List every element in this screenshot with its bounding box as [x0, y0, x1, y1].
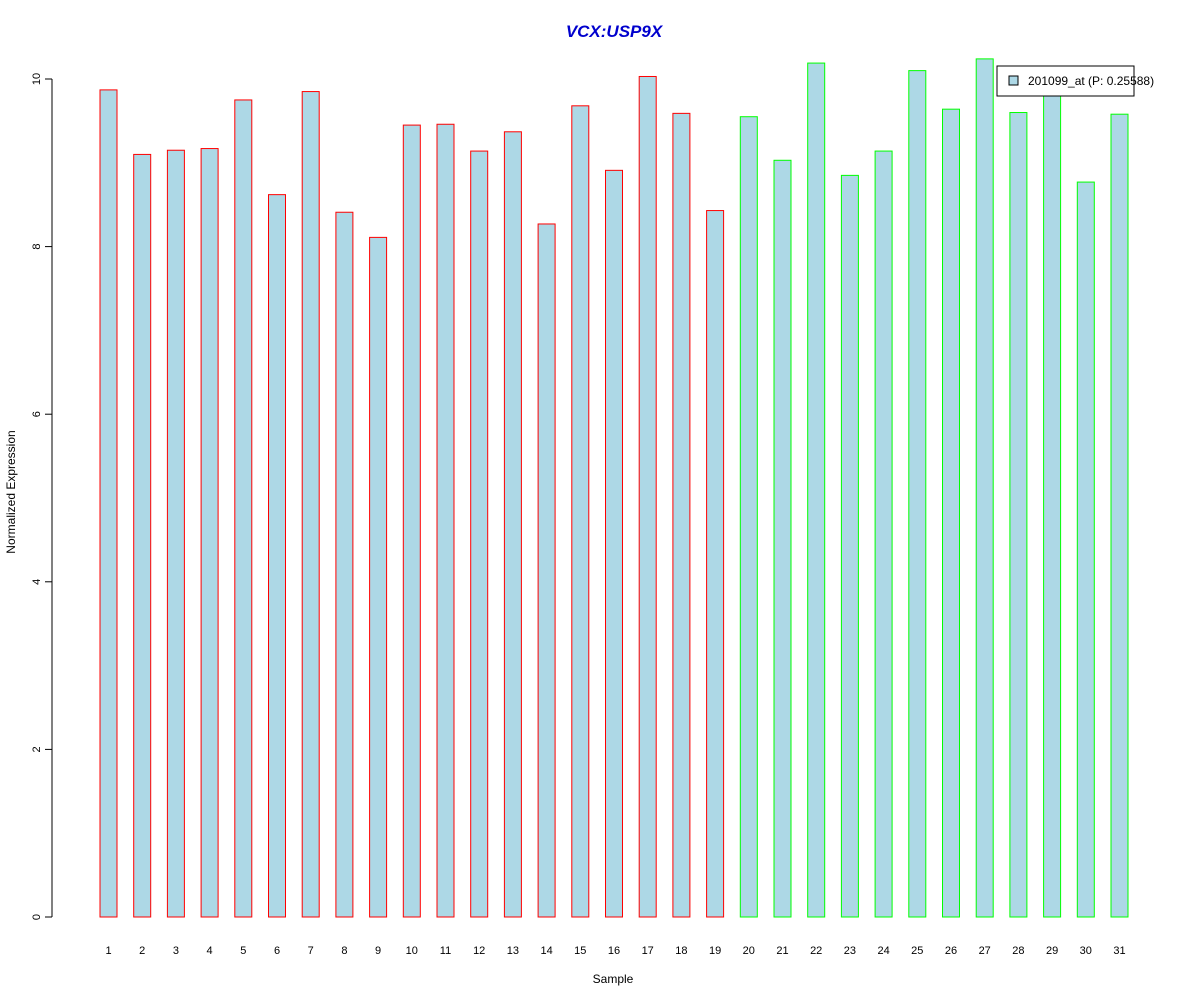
x-tick-label: 8 — [341, 945, 347, 957]
bar-sample-25 — [908, 70, 927, 918]
legend-label: 201099_at (P: 0.25588) — [1028, 74, 1154, 88]
chart-title: VCX:USP9X — [566, 22, 664, 41]
bar-sample-23 — [840, 174, 859, 918]
x-tick-label: 21 — [776, 945, 788, 957]
y-tick-label: 10 — [31, 73, 43, 85]
x-tick-label: 29 — [1046, 945, 1058, 957]
bar-sample-10 — [402, 124, 421, 918]
bar-sample-19 — [706, 210, 725, 918]
legend-box — [996, 65, 1135, 97]
legend-swatch — [1008, 75, 1019, 86]
x-tick-label: 27 — [979, 945, 991, 957]
x-tick-label: 17 — [642, 945, 654, 957]
y-axis-label: Normalized Expression — [4, 430, 18, 553]
x-tick-label: 5 — [240, 945, 246, 957]
bars-group — [99, 58, 1129, 918]
x-axis-label: Sample — [593, 972, 634, 986]
x-tick-labels: 1 2 3 4 5 6 7 8 9 10 11 12 13 14 15 16 17 18 19 20 21 22 23 24 2… — [105, 945, 1125, 957]
x-tick-label: 25 — [911, 945, 923, 957]
x-tick-label: 24 — [877, 945, 889, 957]
x-tick-label: 31 — [1113, 945, 1125, 957]
x-tick-label: 23 — [844, 945, 856, 957]
bar-sample-1 — [99, 89, 118, 918]
bar-sample-15 — [571, 105, 590, 918]
bar-sample-11 — [436, 123, 455, 918]
legend: 201099_at (P: 0.25588) — [996, 65, 1154, 97]
x-tick-label: 18 — [675, 945, 687, 957]
x-tick-label: 14 — [540, 945, 552, 957]
bar-sample-2 — [133, 153, 152, 918]
bar-sample-13 — [503, 131, 522, 918]
bar-sample-7 — [301, 91, 320, 918]
bar-sample-27 — [975, 58, 994, 918]
bar-sample-22 — [807, 62, 826, 918]
x-tick-label: 3 — [173, 945, 179, 957]
bar-sample-24 — [874, 150, 893, 918]
x-tick-label: 10 — [406, 945, 418, 957]
bar-sample-21 — [773, 159, 792, 918]
y-tick-label: 0 — [31, 914, 43, 920]
y-tick-label: 8 — [31, 244, 43, 250]
bar-sample-18 — [672, 112, 691, 918]
x-tick-label: 7 — [308, 945, 314, 957]
x-tick-label: 1 — [105, 945, 111, 957]
bar-sample-26 — [942, 108, 960, 918]
bar-sample-30 — [1076, 181, 1095, 918]
y-tick-label: 6 — [31, 411, 43, 417]
x-tick-label: 20 — [743, 945, 755, 957]
bar-sample-5 — [234, 99, 253, 918]
bar-sample-14 — [537, 223, 556, 918]
x-tick-label: 11 — [440, 945, 451, 957]
bar-sample-20 — [739, 116, 758, 918]
bar-sample-16 — [605, 169, 623, 918]
bar-sample-6 — [268, 194, 286, 918]
x-tick-label: 22 — [810, 945, 822, 957]
bar-sample-3 — [166, 149, 185, 918]
x-tick-label: 19 — [709, 945, 721, 957]
y-axis: 0 2 4 6 8 10 — [31, 73, 53, 920]
x-tick-label: 6 — [274, 945, 280, 957]
bar-sample-17 — [638, 75, 657, 918]
x-tick-label: 30 — [1080, 945, 1092, 957]
bar-sample-28 — [1009, 112, 1028, 918]
x-tick-label: 28 — [1012, 945, 1024, 957]
x-tick-label: 12 — [473, 945, 485, 957]
y-tick-label: 4 — [31, 579, 43, 585]
x-tick-label: 15 — [574, 945, 586, 957]
bar-sample-4 — [200, 148, 219, 918]
bar-sample-29 — [1043, 92, 1062, 918]
x-tick-label: 26 — [945, 945, 957, 957]
x-tick-label: 16 — [608, 945, 620, 957]
bar-sample-9 — [369, 236, 388, 918]
y-tick-label: 2 — [31, 746, 43, 752]
bar-sample-31 — [1110, 113, 1129, 918]
x-tick-label: 9 — [375, 945, 381, 957]
bar-sample-12 — [470, 150, 489, 918]
x-tick-label: 4 — [207, 945, 213, 957]
x-tick-label: 13 — [507, 945, 519, 957]
bar-sample-8 — [335, 211, 354, 918]
x-tick-label: 2 — [139, 945, 145, 957]
